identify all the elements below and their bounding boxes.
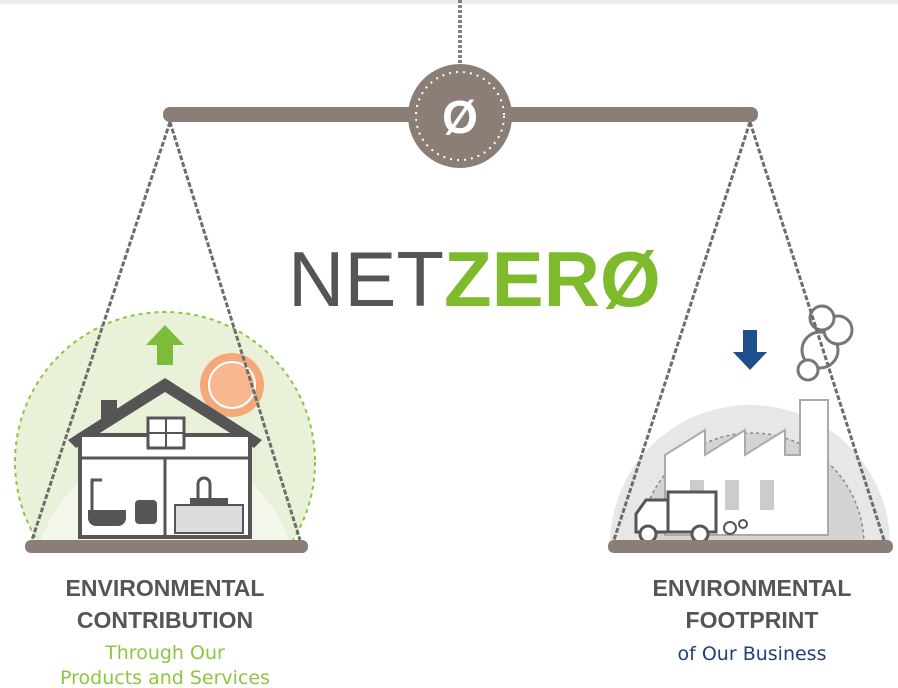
left-title: CONTRIBUTION bbox=[77, 607, 253, 633]
right-title: FOOTPRINT bbox=[686, 607, 819, 633]
right-subtitle: of Our Business bbox=[678, 643, 827, 665]
left-dome bbox=[15, 312, 315, 612]
center-symbol: Ø bbox=[442, 91, 478, 143]
logo-zero: ZERØ bbox=[444, 235, 661, 323]
net-zero-scale: Ø NETZERØ ENVIRONMENTAL CONTRIBUTION Thr… bbox=[0, 0, 898, 688]
left-title: ENVIRONMENTAL bbox=[66, 575, 265, 601]
top-edge bbox=[0, 0, 898, 4]
left-pan bbox=[25, 540, 308, 553]
left-subtitle: Products and Services bbox=[60, 667, 270, 688]
left-subtitle: Through Our bbox=[104, 642, 225, 664]
right-pan bbox=[608, 540, 893, 553]
logo: NETZERØ bbox=[288, 235, 661, 323]
logo-net: NET bbox=[288, 235, 444, 323]
right-title: ENVIRONMENTAL bbox=[653, 575, 852, 601]
